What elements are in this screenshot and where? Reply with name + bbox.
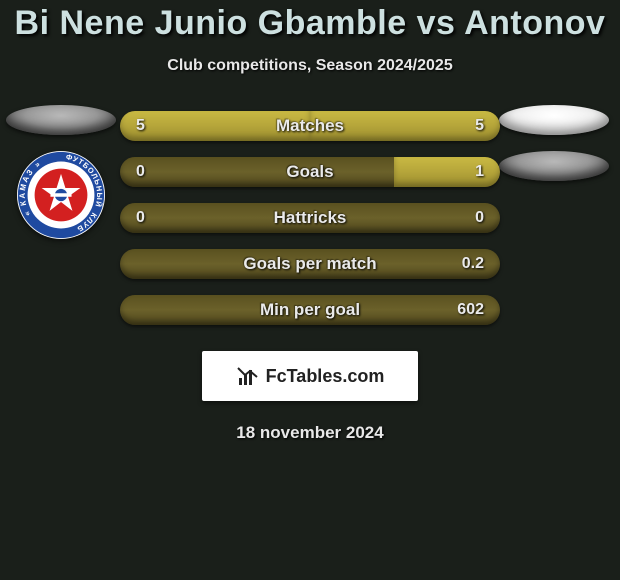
player-oval-right-2 xyxy=(499,151,609,181)
stat-label: Hattricks xyxy=(120,203,500,233)
stat-row-hattricks: 0 Hattricks 0 xyxy=(120,203,500,233)
stat-label: Min per goal xyxy=(120,295,500,325)
stat-value-right: 0.2 xyxy=(462,249,484,279)
right-player-column xyxy=(494,105,614,181)
page-title: Bi Nene Junio Gbamble vs Antonov xyxy=(0,4,620,43)
club-badge-icon: ФУТБОЛЬНЫЙ КЛУБ « КАМАЗ » xyxy=(17,151,105,239)
stat-row-min-per-goal: Min per goal 602 xyxy=(120,295,500,325)
brand-text: FcTables.com xyxy=(266,366,385,387)
brand-box[interactable]: FcTables.com xyxy=(202,351,418,401)
stat-fill-left xyxy=(120,111,310,141)
comparison-card: Bi Nene Junio Gbamble vs Antonov Club co… xyxy=(0,0,620,443)
stat-bars: 5 Matches 5 0 Goals 1 0 Hattricks 0 xyxy=(120,111,500,325)
stat-value-right: 602 xyxy=(457,295,484,325)
stat-value-left: 0 xyxy=(136,203,145,233)
stat-row-goals: 0 Goals 1 xyxy=(120,157,500,187)
stat-fill-right xyxy=(310,111,500,141)
stat-value-left: 0 xyxy=(136,157,145,187)
club-badge-left: ФУТБОЛЬНЫЙ КЛУБ « КАМАЗ » xyxy=(17,151,105,239)
stat-value-right: 0 xyxy=(475,203,484,233)
stat-row-goals-per-match: Goals per match 0.2 xyxy=(120,249,500,279)
stat-fill-right xyxy=(394,157,500,187)
bar-chart-icon xyxy=(236,364,260,388)
player-oval-right-1 xyxy=(499,105,609,135)
left-player-column: ФУТБОЛЬНЫЙ КЛУБ « КАМАЗ » xyxy=(6,105,116,239)
content-row: ФУТБОЛЬНЫЙ КЛУБ « КАМАЗ » 5 xyxy=(0,111,620,325)
stat-row-matches: 5 Matches 5 xyxy=(120,111,500,141)
date-text: 18 november 2024 xyxy=(0,423,620,443)
stat-label: Goals per match xyxy=(120,249,500,279)
player-oval-left xyxy=(6,105,116,135)
page-subtitle: Club competitions, Season 2024/2025 xyxy=(0,57,620,75)
